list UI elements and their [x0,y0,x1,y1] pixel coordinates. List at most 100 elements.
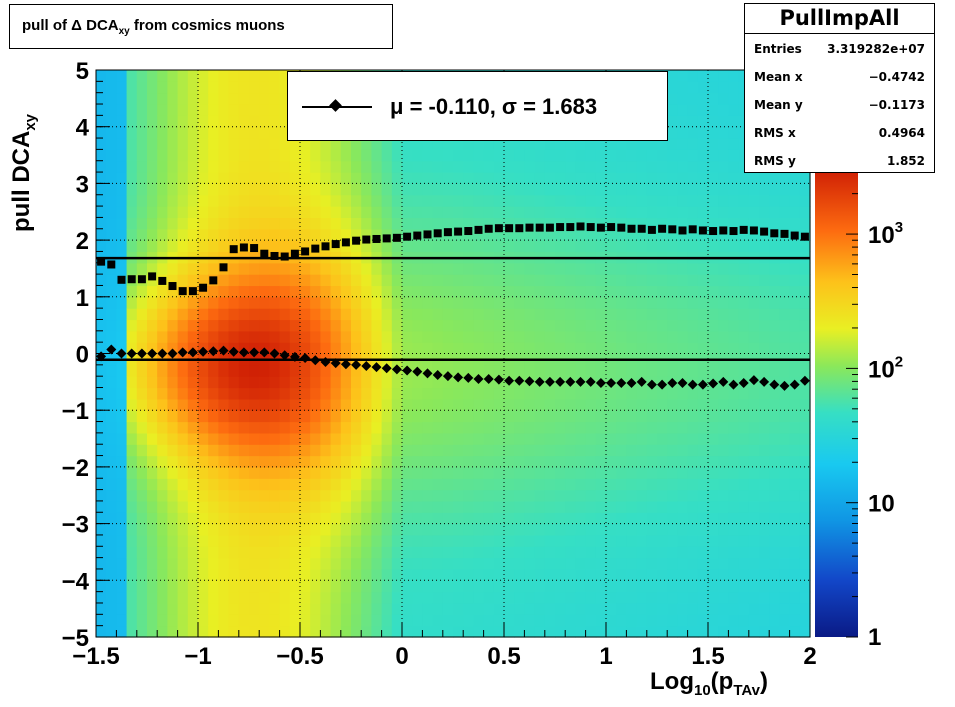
heatmap-cell [626,342,638,355]
heatmap-cell [759,546,770,559]
heatmap-cell [493,364,505,377]
heatmap-cell [351,602,362,615]
heatmap-cell [697,217,709,230]
heatmap-cell [789,308,801,321]
heatmap-cell [106,138,117,150]
heatmap-cell [279,149,291,162]
heatmap-cell [432,602,444,615]
heatmap-cell [575,489,587,502]
heatmap-cell [524,330,536,343]
heatmap-cell [708,602,719,615]
heatmap-cell [555,138,566,150]
heatmap-cell [677,172,689,184]
heatmap-cell [565,432,576,445]
heatmap-cell [289,591,301,604]
heatmap-cell [116,172,128,184]
heatmap-cell [534,296,546,309]
heatmap-cell [289,625,301,638]
heatmap-cell [371,478,383,491]
heatmap-cell [473,614,485,627]
heatmap-cell [473,580,485,593]
heatmap-cell [697,602,709,615]
heatmap-cell [524,523,536,536]
heatmap-cell [779,262,791,275]
heatmap-cell [259,534,270,547]
heatmap-cell [565,262,576,275]
heatmap-cell [177,70,189,82]
heatmap-cell [453,262,464,275]
heatmap-cell [177,149,189,162]
heatmap-cell [106,70,117,82]
heatmap-cell [626,591,638,604]
heatmap-cell [677,319,689,332]
heatmap-cell [667,614,678,627]
heatmap-cell [136,523,148,536]
heatmap-cell [606,240,617,253]
heatmap-cell [748,523,760,536]
heatmap-cell [187,534,199,547]
heatmap-cell [575,149,587,162]
heatmap-cell [126,410,138,423]
heatmap-cell [442,546,454,559]
heatmap-cell [504,342,515,355]
heatmap-cell [657,568,668,581]
heatmap-cell [279,126,291,139]
heatmap-cell [473,398,485,411]
heatmap-cell [453,364,464,377]
heatmap-cell [238,523,250,536]
heatmap-cell [310,172,321,184]
heatmap-cell [432,296,444,309]
heatmap-cell [330,296,342,309]
heatmap-cell [565,206,576,219]
heatmap-cell [799,364,811,377]
mean-marker [759,376,770,387]
heatmap-cell [136,444,148,457]
heatmap-cell [483,398,495,411]
heatmap-cell [238,478,250,491]
heatmap-cell [106,160,117,173]
heatmap-cell [626,194,638,207]
heatmap-cell [646,500,658,513]
heatmap-cell [493,308,505,321]
heatmap-cell [412,591,423,604]
heatmap-cell [738,92,750,105]
heatmap-cell [738,432,750,445]
heatmap-cell [504,206,515,219]
heatmap-cell [126,466,138,479]
heatmap-cell [769,625,780,638]
heatmap-cell [391,557,403,570]
heatmap-cell [534,342,546,355]
heatmap-cell [738,206,750,219]
heatmap-cell [249,81,260,94]
heatmap-cell [177,546,189,559]
heatmap-cell [289,455,301,468]
heatmap-cell [728,410,740,423]
heatmap-cell [514,274,525,287]
heatmap-cell [585,285,597,298]
heatmap-cell [106,614,117,627]
heatmap-cell [667,149,678,162]
heatmap-cell [208,126,219,139]
heatmap-cell [259,557,270,570]
heatmap-cell [330,285,342,298]
heatmap-cell [310,602,321,615]
heatmap-cell [361,546,372,559]
heatmap-cell [606,183,617,196]
heatmap-cell [738,330,750,343]
heatmap-cell [432,591,444,604]
heatmap-cell [646,512,658,525]
heatmap-cell [320,183,332,196]
heatmap-cell [310,342,321,355]
rms-marker [209,276,218,285]
heatmap-cell [442,432,454,445]
heatmap-cell [208,104,219,116]
heatmap-cell [718,172,729,184]
heatmap-cell [453,342,464,355]
mean-marker [300,353,311,364]
heatmap-cell [697,478,709,491]
mean-marker [524,376,535,387]
heatmap-cell [371,421,383,434]
heatmap-cell [555,240,566,253]
heatmap-cell [606,138,617,150]
heatmap-cell [208,546,219,559]
